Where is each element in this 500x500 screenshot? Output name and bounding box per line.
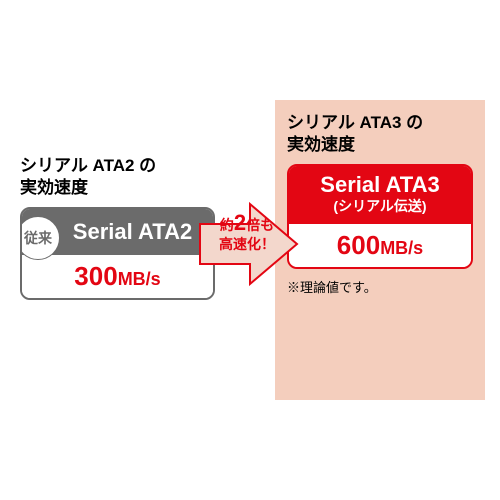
speedup-prefix: 約 <box>220 217 234 233</box>
left-panel: シリアル ATA2 の 実効速度 従来 Serial ATA2 300MB/s <box>20 155 215 300</box>
speedup-suffix1: 倍も <box>246 217 274 233</box>
left-card: 従来 Serial ATA2 300MB/s <box>20 207 215 300</box>
right-card-title: Serial ATA3 <box>293 172 467 198</box>
right-speed-unit: MB/s <box>380 238 423 258</box>
right-card-subtitle: (シリアル伝送) <box>293 196 467 216</box>
speedup-multiplier: 2 <box>234 210 246 235</box>
right-card-top: Serial ATA3 (シリアル伝送) <box>289 166 471 224</box>
right-speed: 600MB/s <box>289 224 471 267</box>
left-speed-unit: MB/s <box>118 269 161 289</box>
right-card: Serial ATA3 (シリアル伝送) 600MB/s <box>287 164 473 269</box>
speedup-label: 約2倍も 高速化！ <box>212 210 282 253</box>
right-panel: シリアル ATA3 の 実効速度 Serial ATA3 (シリアル伝送) 60… <box>275 100 485 400</box>
right-heading: シリアル ATA3 の 実効速度 <box>287 112 473 156</box>
left-speed: 300MB/s <box>22 255 213 298</box>
left-heading-line2: 実効速度 <box>20 178 88 197</box>
speedup-suffix2: 高速化！ <box>219 236 275 252</box>
right-speed-num: 600 <box>337 230 380 260</box>
left-speed-num: 300 <box>74 261 117 291</box>
right-heading-line2: 実効速度 <box>287 135 355 154</box>
left-heading-line1: シリアル ATA2 の <box>20 156 156 175</box>
right-heading-line1: シリアル ATA3 の <box>287 113 423 132</box>
footnote: ※理論値です。 <box>287 277 473 296</box>
left-heading: シリアル ATA2 の 実効速度 <box>20 155 215 199</box>
